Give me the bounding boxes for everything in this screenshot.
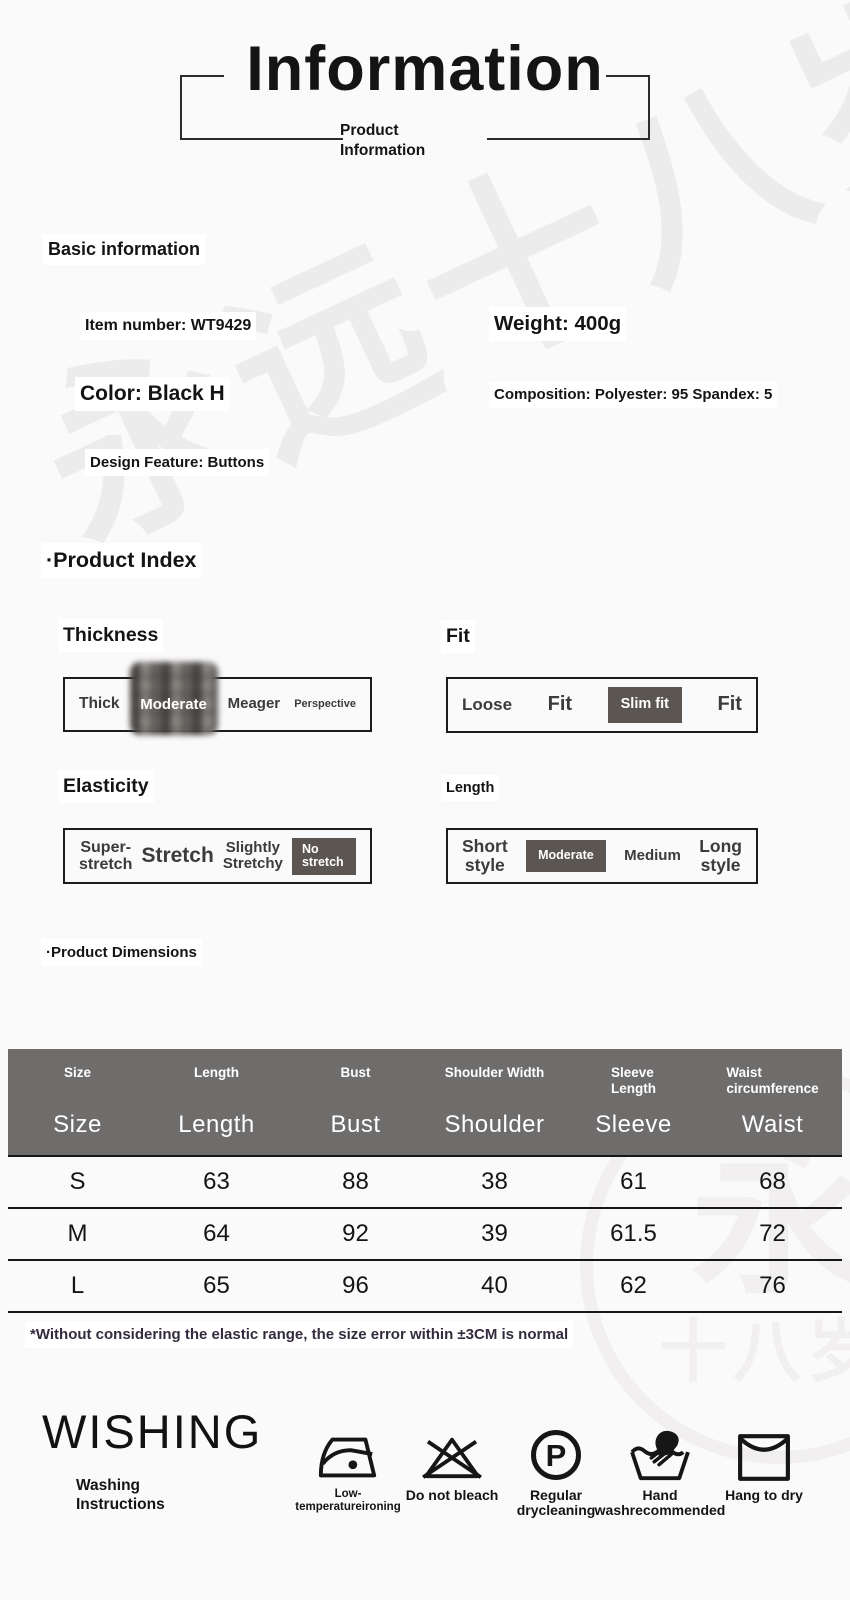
bracket-right-decoration bbox=[648, 75, 650, 138]
circle-watermark-glyph: 永 bbox=[690, 1120, 850, 1315]
product-dimensions-heading: ·Product Dimensions bbox=[46, 944, 197, 961]
basic-information-heading: Basic information bbox=[48, 239, 201, 260]
weight: Weight: 400g bbox=[494, 312, 622, 336]
option-loose: Loose bbox=[462, 694, 513, 714]
care-item-bleach: Do not bleach bbox=[402, 1426, 502, 1503]
bracket-left-decoration bbox=[180, 138, 343, 140]
blurred-mosaic-background bbox=[129, 661, 218, 735]
svg-text:P: P bbox=[546, 1438, 567, 1473]
option-short-style: Short style bbox=[462, 836, 508, 875]
cell: 68 bbox=[759, 1168, 786, 1195]
size-table: Size Length Bust Shoulder Width Sleeve Le… bbox=[8, 1049, 842, 1313]
cell: 39 bbox=[481, 1220, 508, 1247]
do-not-bleach-icon bbox=[419, 1426, 485, 1482]
col-header-length: Length bbox=[194, 1065, 239, 1080]
low-temperature-ironing-icon bbox=[316, 1426, 380, 1482]
cell: 72 bbox=[759, 1220, 786, 1247]
cell: 38 bbox=[481, 1168, 508, 1195]
cell: 61.5 bbox=[610, 1220, 657, 1247]
cell: 62 bbox=[620, 1272, 647, 1299]
option-moderate-selected: Moderate bbox=[526, 840, 606, 872]
cell: 88 bbox=[342, 1168, 369, 1195]
bracket-right-decoration bbox=[487, 138, 650, 140]
care-item-ironing: Low-temperatureironing bbox=[295, 1426, 401, 1513]
dry-clean-p-icon: P bbox=[529, 1426, 583, 1482]
cell: S bbox=[69, 1168, 86, 1195]
table-row-m: M 64 92 39 61.5 72 bbox=[8, 1207, 842, 1259]
col-header-sleeve-length: Sleeve Length bbox=[611, 1065, 656, 1096]
bracket-right-decoration bbox=[606, 75, 650, 77]
option-stretch: Stretch bbox=[141, 843, 214, 867]
care-item-hang-dry: Hang to dry bbox=[714, 1426, 814, 1503]
length-heading: Length bbox=[446, 780, 495, 796]
cell: 61 bbox=[620, 1168, 647, 1195]
color: Color: Black H bbox=[80, 382, 225, 406]
page-subtitle: Product Information bbox=[340, 122, 426, 159]
fit-heading: Fit bbox=[446, 625, 470, 648]
hand-wash-icon bbox=[627, 1426, 693, 1482]
option-perspective: Perspective bbox=[294, 697, 356, 710]
fit-options: Loose Fit Slim fit Fit bbox=[446, 677, 758, 733]
col-header2-length: Length bbox=[178, 1111, 255, 1138]
col-header-bust: Bust bbox=[340, 1065, 371, 1080]
circle-watermark-subtext: 十八岁 bbox=[658, 1314, 850, 1390]
cell: 63 bbox=[203, 1168, 230, 1195]
table-row-l: L 65 96 40 62 76 bbox=[8, 1259, 842, 1313]
col-header2-shoulder: Shoulder bbox=[444, 1111, 545, 1138]
cell: 40 bbox=[481, 1272, 508, 1299]
elasticity-heading: Elasticity bbox=[63, 775, 149, 798]
composition: Composition: Polyester: 95 Spandex: 5 bbox=[494, 386, 773, 403]
option-fit: Fit bbox=[717, 693, 742, 716]
washing-instructions-label: Washing Instructions bbox=[76, 1477, 165, 1513]
thickness-heading: Thickness bbox=[63, 624, 159, 647]
option-super-stretch: Super- stretch bbox=[79, 838, 133, 873]
page-title: Information bbox=[246, 34, 604, 104]
option-slim-fit-selected: Slim fit bbox=[607, 687, 682, 723]
option-slightly-stretchy: Slightly Stretchy bbox=[222, 838, 283, 872]
bracket-left-decoration bbox=[180, 75, 182, 138]
care-item-hand-wash: Hand washrecommended bbox=[595, 1426, 725, 1519]
cell: 65 bbox=[203, 1272, 230, 1299]
col-header2-size: Size bbox=[53, 1111, 102, 1138]
brand-logo: WISHING bbox=[42, 1405, 263, 1458]
cell: L bbox=[70, 1272, 85, 1299]
size-tolerance-note: *Without considering the elastic range, … bbox=[30, 1326, 569, 1343]
thickness-options: Thick Moderate Meager Perspective bbox=[63, 661, 372, 735]
option-no-stretch-selected: No stretch bbox=[291, 837, 356, 875]
elasticity-options: Super- stretch Stretch Slightly Stretchy… bbox=[63, 828, 372, 884]
option-meager: Meager bbox=[227, 695, 281, 713]
product-index-heading: ·Product Index bbox=[46, 548, 197, 573]
cell: M bbox=[67, 1220, 88, 1247]
col-header2-waist: Waist bbox=[741, 1111, 804, 1138]
hang-to-dry-icon bbox=[737, 1426, 791, 1482]
cell: 96 bbox=[342, 1272, 369, 1299]
col-header-shoulder-width: Shoulder Width bbox=[444, 1065, 545, 1080]
care-item-dry-clean: P Regular drycleaning bbox=[506, 1426, 606, 1519]
design-feature: Design Feature: Buttons bbox=[90, 454, 265, 471]
table-row-s: S 63 88 38 61 68 bbox=[8, 1155, 842, 1207]
option-long-style: Long style bbox=[699, 836, 742, 875]
cell: 92 bbox=[342, 1220, 369, 1247]
cell: 76 bbox=[759, 1272, 786, 1299]
col-header2-sleeve: Sleeve bbox=[595, 1111, 672, 1138]
care-icons-row: Low-temperatureironing Do not bleach P R… bbox=[295, 1426, 814, 1519]
size-table-body: S 63 88 38 61 68 M 64 92 39 61.5 72 L 65… bbox=[8, 1155, 842, 1313]
size-table-header: Size Length Bust Shoulder Width Sleeve Le… bbox=[8, 1049, 842, 1155]
item-number: Item number: WT9429 bbox=[85, 317, 252, 335]
option-fit: Fit bbox=[547, 693, 573, 716]
option-moderate-selected: Moderate bbox=[129, 661, 218, 735]
option-thick: Thick bbox=[79, 695, 120, 713]
bracket-left-decoration bbox=[180, 75, 224, 77]
option-medium: Medium bbox=[624, 846, 681, 864]
col-header-size: Size bbox=[63, 1065, 91, 1080]
col-header2-bust: Bust bbox=[330, 1111, 381, 1138]
length-options: Short style Moderate Medium Long style bbox=[446, 828, 758, 884]
col-header-waist-circumference: Waist circumference bbox=[726, 1065, 819, 1096]
cell: 64 bbox=[203, 1220, 230, 1247]
